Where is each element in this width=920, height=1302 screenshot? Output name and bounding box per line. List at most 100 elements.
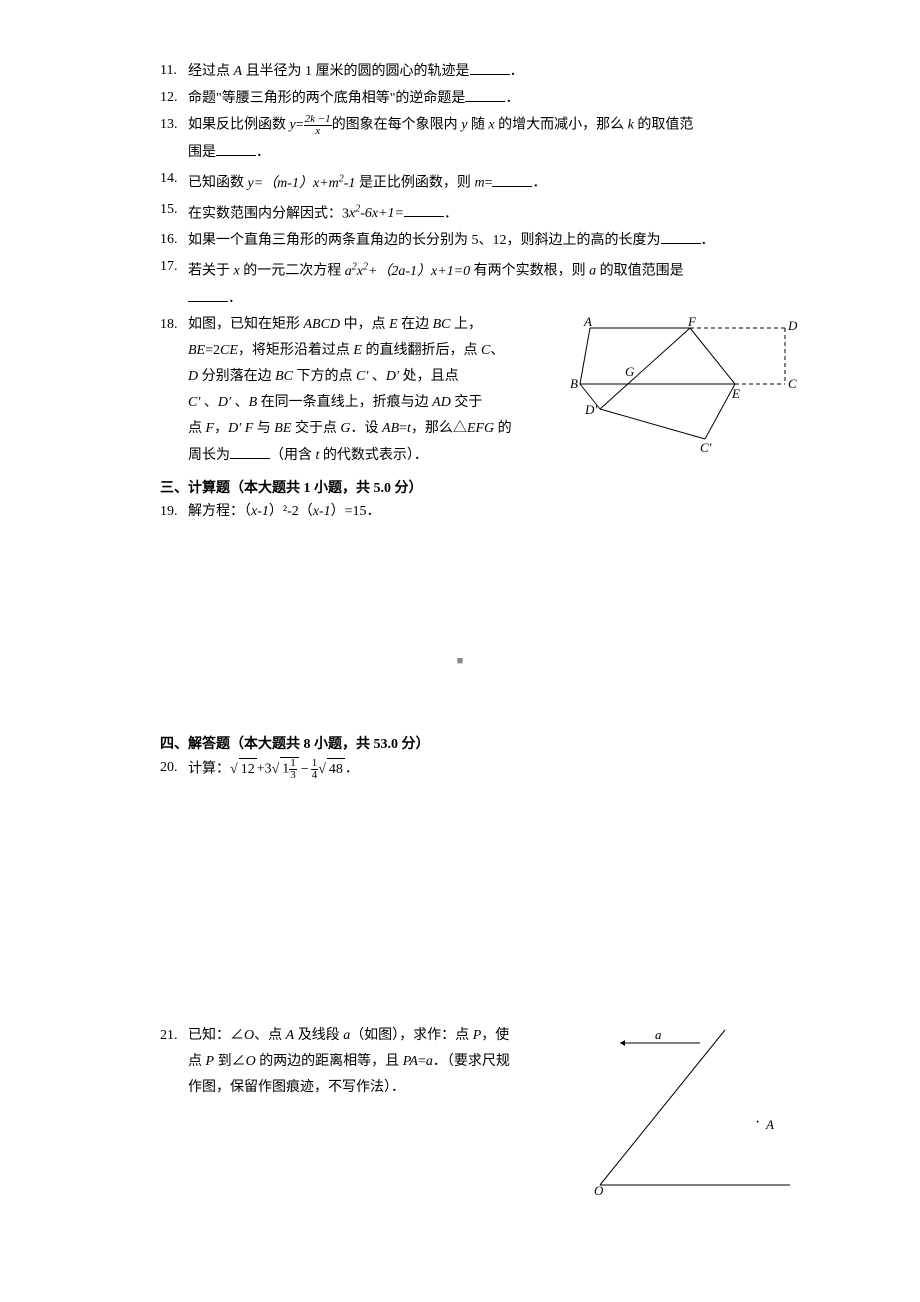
q-number: 18. (160, 314, 188, 336)
text: 解方程：（ (188, 504, 251, 519)
var: EFG (467, 421, 494, 436)
q-body: 已知：∠O、点 A 及线段 a（如图），求作：点 P，使 (188, 1025, 572, 1047)
text: 与 (253, 421, 274, 436)
text: = (418, 1054, 426, 1069)
text: 上， (451, 317, 483, 332)
var: BC (433, 317, 451, 332)
label-O: O (594, 1183, 604, 1195)
expr: a2x2+（2a-1）x+1=0 (345, 264, 470, 279)
q18-l2: BE=2CE，将矩形沿着过点 E 的直线翻折后，点 C、 (188, 340, 562, 362)
var: CE (220, 343, 238, 358)
expr: x-1 (251, 504, 269, 519)
text: 中，点 (340, 317, 389, 332)
text: 的图象在每个象限内 (332, 118, 462, 133)
text: 是正比例函数，则 (355, 176, 474, 191)
text: 的 (494, 421, 512, 436)
blank (216, 141, 256, 156)
text: 命题"等腰三角形的两个底角相等"的逆命题是 (188, 91, 465, 106)
label-E: E (731, 386, 740, 401)
var: AD (432, 395, 451, 410)
text: 的取值范 (634, 118, 694, 133)
radical-icon (318, 762, 326, 777)
label-A: A (765, 1117, 774, 1132)
frac-den: 3 (289, 770, 297, 781)
text: =2 (205, 343, 220, 358)
expr: x2-6x+1= (349, 206, 404, 221)
blank (404, 202, 444, 217)
text: 已知：∠ (188, 1028, 244, 1043)
text: ． (228, 291, 242, 306)
var: PA (403, 1054, 418, 1069)
var-m: m (474, 176, 484, 191)
var: B (249, 395, 258, 410)
var: BC (275, 369, 293, 384)
dot-icon: · (755, 1114, 760, 1131)
question-19: 19. 解方程：（x-1）²-2（x-1）=15． (160, 501, 800, 523)
var: E (353, 343, 362, 358)
var: C′ (188, 395, 200, 410)
question-17: 17. 若关于 x 的一元二次方程 a2x2+（2a-1）x+1=0 有两个实数… (160, 256, 800, 283)
q-body: 若关于 x 的一元二次方程 a2x2+（2a-1）x+1=0 有两个实数根，则 … (188, 256, 800, 283)
label-B: B (570, 376, 578, 391)
text: ，将矩形沿着过点 (238, 343, 354, 358)
text: 的取值范围是 (596, 264, 684, 279)
text: ． (444, 206, 458, 221)
var: BE (188, 343, 205, 358)
expr: x-1 (313, 504, 331, 519)
question-15: 15. 在实数范围内分解因式：3x2-6x+1=． (160, 199, 800, 226)
q-number: 12. (160, 87, 188, 110)
fraction: 13 (289, 758, 297, 781)
text: 、 (490, 343, 504, 358)
whole: 1 (282, 762, 289, 777)
blank (470, 60, 510, 75)
text: ）²-2（ (269, 504, 313, 519)
q-body: 命题"等腰三角形的两个底角相等"的逆命题是 ． (188, 87, 800, 110)
text: 交于点 (291, 421, 340, 436)
text: 围是 (188, 145, 216, 160)
q-body: 在实数范围内分解因式：3x2-6x+1=． (188, 199, 800, 226)
text: ． (345, 762, 359, 777)
fraction: 2k −1x (304, 114, 332, 137)
text: 周长为 (188, 448, 230, 463)
text: 随 (467, 118, 488, 133)
text: ，使 (481, 1028, 509, 1043)
q-number: 17. (160, 256, 188, 283)
blank (188, 287, 228, 302)
label-Dp: D′ (584, 402, 597, 417)
q-body: 解方程：（x-1）²-2（x-1）=15． (188, 501, 800, 523)
q-number: 19. (160, 501, 188, 523)
text: 及线段 (294, 1028, 343, 1043)
blank (661, 229, 701, 244)
question-16: 16. 如果一个直角三角形的两条直角边的长分别为 5、12，则斜边上的高的长度为… (160, 229, 800, 252)
text: 下方的点 (293, 369, 356, 384)
var: a (426, 1054, 433, 1069)
question-11: 11. 经过点 A 且半径为 1 厘米的圆的圆心的轨迹是． (160, 60, 800, 83)
arrow-left-icon (620, 1040, 625, 1046)
q18-l4: C′ 、D′ 、B 在同一条直线上，折痕与边 AD 交于 (188, 392, 562, 414)
q21-l3: 作图，保留作图痕迹，不写作法）． (188, 1077, 572, 1099)
text: ． (505, 91, 519, 106)
text: ． (510, 64, 524, 79)
q21-l2: 点 P 到∠O 的两边的距离相等，且 PA=a．（要求尺规 (188, 1051, 572, 1073)
text: （如图），求作：点 (350, 1028, 473, 1043)
text: ． (701, 233, 715, 248)
text: 在同一条直线上，折痕与边 (257, 395, 432, 410)
q18-l6: 周长为（用含 t 的代数式表示）． (188, 444, 562, 467)
page-marker: ■ (457, 655, 464, 667)
question-21: 21. 已知：∠O、点 A 及线段 a（如图），求作：点 P，使 点 P 到∠O… (160, 1025, 800, 1200)
text: ）=15． (331, 504, 381, 519)
text: 计算： (188, 762, 230, 777)
text: 的直线翻折后，点 (362, 343, 481, 358)
label-F: F (687, 314, 697, 329)
text: 如图，已知在矩形 (188, 317, 304, 332)
label-C: C (788, 376, 797, 391)
label-A: A (583, 314, 592, 329)
q21-figure: a O · A (580, 1025, 800, 1195)
var-A: A (234, 64, 243, 79)
var: AB (382, 421, 399, 436)
var: O (246, 1054, 256, 1069)
blank (492, 172, 532, 187)
text: 交于 (451, 395, 483, 410)
q18-figure: A D B C F E G D′ C′ (570, 314, 800, 454)
var: D′ (218, 395, 231, 410)
